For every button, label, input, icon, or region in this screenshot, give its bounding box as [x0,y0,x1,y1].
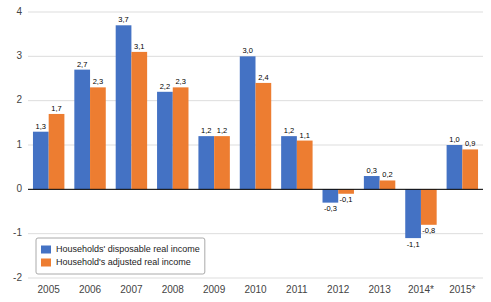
data-label: 3,0 [242,46,252,55]
data-label: 2,4 [258,73,268,82]
x-tick-label: 2011 [286,284,308,295]
data-label: 2,2 [160,82,170,91]
bar [198,136,214,189]
x-tick-label: 2009 [203,284,226,295]
x-tick-label: 2006 [79,284,102,295]
data-label: -0,8 [422,226,435,235]
bar [405,189,421,238]
x-tick-label: 2014* [408,284,434,295]
x-tick-label: 2012 [327,284,350,295]
bar [116,25,132,189]
bar [338,189,354,193]
data-label: 1,2 [217,126,227,135]
data-label: 1,2 [201,126,211,135]
bar [157,92,173,190]
y-tick-label: 2 [16,94,22,105]
data-label: -1,1 [407,240,420,249]
grid-line [28,278,483,279]
x-tick-label: 2007 [120,284,143,295]
bar [240,56,256,189]
legend-box [36,238,205,274]
data-label: 0,9 [465,139,475,148]
bar [364,176,380,189]
x-tick-label: 2013 [368,284,391,295]
bar [214,136,230,189]
x-tick-label: 2008 [162,284,185,295]
bar [256,83,272,189]
y-tick-label: 0 [16,183,22,194]
bar [323,189,339,202]
data-label: 2,3 [175,77,185,86]
bar [131,52,147,189]
bar [281,136,297,189]
bar [49,114,65,189]
bar [462,149,478,189]
data-label: 2,3 [93,77,103,86]
bars [33,25,478,238]
y-tick-label: 4 [16,6,22,17]
data-label: 1,3 [36,122,46,131]
bar [90,87,106,189]
chart-svg: -2 -1 0 1 2 3 4 1,3 2,7 3,7 2,2 1,2 3,0 1,2 -0,3 0,3 -1,… [0,0,491,302]
y-tick-label: -2 [13,272,22,283]
data-labels: 1,3 2,7 3,7 2,2 1,2 3,0 1,2 -0,3 0,3 -1,1 1,0 1,7 2,… [36,15,476,248]
bar [421,189,437,224]
grid-line [28,189,483,190]
data-label: 1,7 [51,104,61,113]
data-label: 1,2 [284,126,294,135]
data-label: 0,2 [382,170,392,179]
x-tick-label: 2010 [244,284,267,295]
data-label: 1,0 [449,135,459,144]
legend-swatch [41,246,51,254]
data-label: -0,1 [340,195,353,204]
bar [297,141,313,190]
data-label: 2,7 [77,60,87,69]
chart-container: -2 -1 0 1 2 3 4 1,3 2,7 3,7 2,2 1,2 3,0 1,2 -0,3 0,3 -1,… [0,0,491,302]
bar [33,132,49,190]
data-label: -0,3 [324,204,337,213]
legend-swatch [41,259,51,267]
data-label: 0,3 [367,166,377,175]
x-tick-label: 2015* [449,284,475,295]
grid-line [28,12,483,13]
legend: Households' disposable real income Househ… [36,238,205,274]
zero-line [28,189,483,190]
data-label: 3,7 [118,15,128,24]
y-tick-label: 3 [16,50,22,61]
x-tick-label: 2005 [38,284,61,295]
data-label: 3,1 [134,42,144,51]
data-label: 1,1 [300,131,310,140]
y-tick-label: -1 [13,227,22,238]
bar [447,145,463,189]
y-tick-label: 1 [16,139,22,150]
legend-label: Households' disposable real income [56,244,200,254]
bar [74,70,90,190]
bar [173,87,189,189]
bar [380,180,396,189]
legend-label: Household's adjusted real income [56,257,191,267]
grid [28,12,483,278]
